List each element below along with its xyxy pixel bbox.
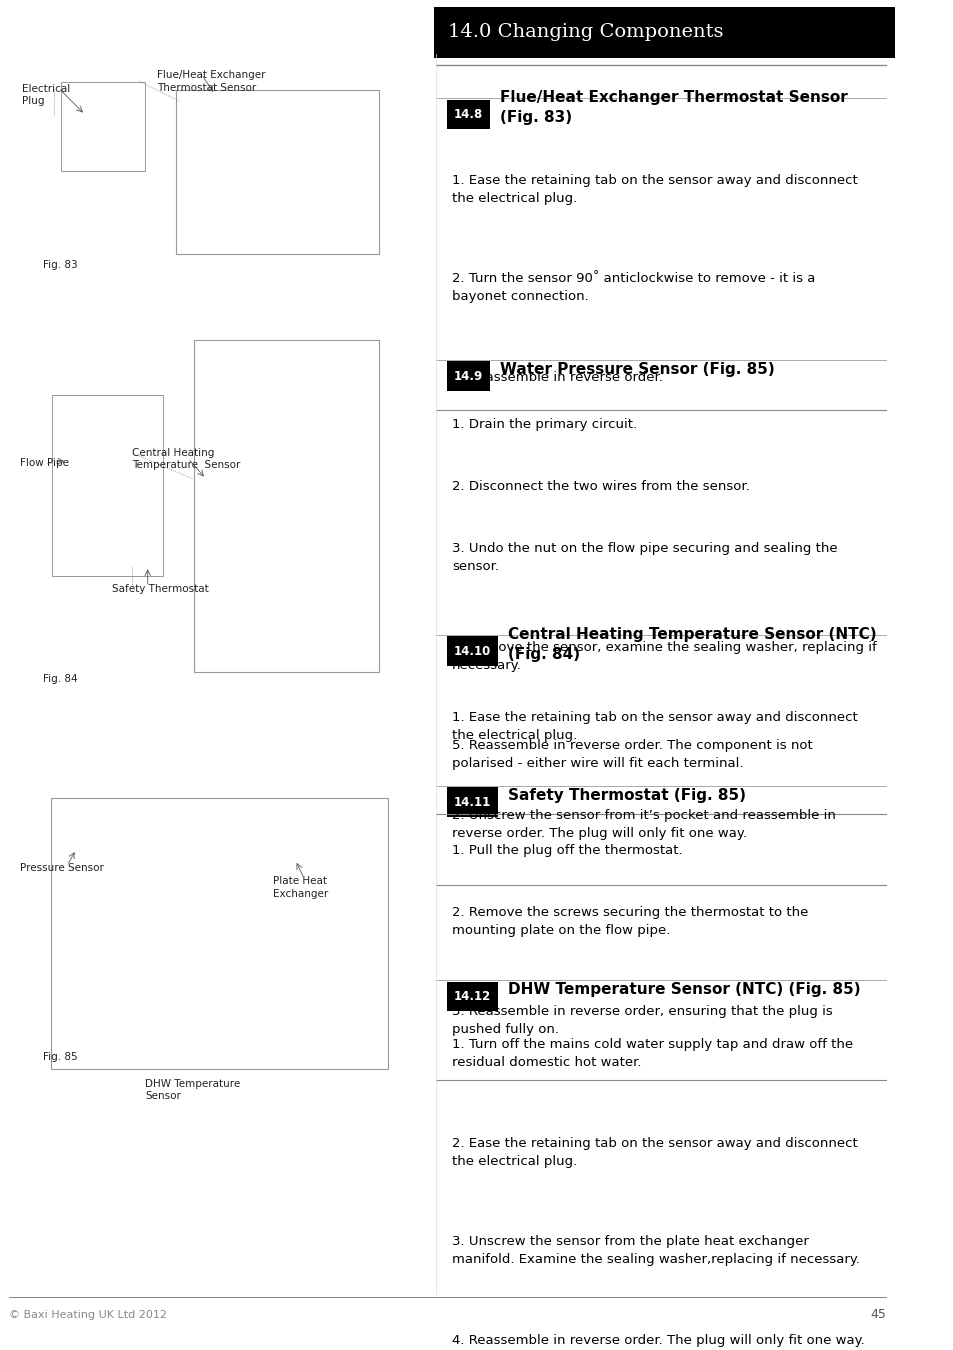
Text: 1. Ease the retaining tab on the sensor away and disconnect
the electrical plug.: 1. Ease the retaining tab on the sensor …: [452, 710, 857, 741]
FancyBboxPatch shape: [446, 362, 489, 391]
Text: 3. Unscrew the sensor from the plate heat exchanger
manifold. Examine the sealin: 3. Unscrew the sensor from the plate hea…: [452, 1235, 860, 1266]
Text: Safety Thermostat (Fig. 85): Safety Thermostat (Fig. 85): [508, 788, 745, 803]
Text: 2. Ease the retaining tab on the sensor away and disconnect
the electrical plug.: 2. Ease the retaining tab on the sensor …: [452, 1137, 857, 1168]
Text: 14.10: 14.10: [453, 645, 491, 657]
Text: 45: 45: [869, 1308, 885, 1322]
Text: 3. Undo the nut on the flow pipe securing and sealing the
sensor.: 3. Undo the nut on the flow pipe securin…: [452, 543, 837, 572]
Text: DHW Temperature Sensor (NTC) (Fig. 85): DHW Temperature Sensor (NTC) (Fig. 85): [508, 983, 861, 998]
FancyBboxPatch shape: [446, 787, 497, 817]
Text: Fig. 85: Fig. 85: [43, 1052, 77, 1062]
Text: Flue/Heat Exchanger
Thermostat Sensor: Flue/Heat Exchanger Thermostat Sensor: [156, 70, 265, 93]
FancyBboxPatch shape: [434, 7, 894, 58]
Text: 2. Turn the sensor 90˚ anticlockwise to remove - it is a
bayonet connection.: 2. Turn the sensor 90˚ anticlockwise to …: [452, 273, 815, 304]
Text: 1. Ease the retaining tab on the sensor away and disconnect
the electrical plug.: 1. Ease the retaining tab on the sensor …: [452, 174, 857, 205]
Text: Electrical
Plug: Electrical Plug: [22, 84, 71, 107]
Text: Pressure Sensor: Pressure Sensor: [20, 863, 104, 873]
Text: Fig. 84: Fig. 84: [43, 674, 77, 684]
Text: 2. Unscrew the sensor from it’s pocket and reassemble in
reverse order. The plug: 2. Unscrew the sensor from it’s pocket a…: [452, 809, 835, 840]
Text: 2. Remove the screws securing the thermostat to the
mounting plate on the flow p: 2. Remove the screws securing the thermo…: [452, 906, 807, 937]
Text: © Baxi Heating UK Ltd 2012: © Baxi Heating UK Ltd 2012: [9, 1310, 167, 1320]
Text: Central Heating Temperature Sensor (NTC)
(Fig. 84): Central Heating Temperature Sensor (NTC)…: [508, 628, 876, 662]
Text: 14.11: 14.11: [453, 795, 491, 809]
Text: 3. Reassemble in reverse order.: 3. Reassemble in reverse order.: [452, 371, 662, 383]
FancyBboxPatch shape: [446, 100, 489, 130]
Text: 1. Turn off the mains cold water supply tap and draw off the
residual domestic h: 1. Turn off the mains cold water supply …: [452, 1038, 852, 1069]
Text: DHW Temperature
Sensor: DHW Temperature Sensor: [145, 1079, 240, 1102]
Text: Central Heating
Temperature  Sensor: Central Heating Temperature Sensor: [132, 448, 240, 470]
Text: 14.12: 14.12: [453, 990, 491, 1003]
Text: Safety Thermostat: Safety Thermostat: [112, 583, 209, 594]
Text: Flow Pipe: Flow Pipe: [20, 459, 69, 468]
Text: Flue/Heat Exchanger Thermostat Sensor
(Fig. 83): Flue/Heat Exchanger Thermostat Sensor (F…: [500, 90, 847, 126]
Text: Fig. 83: Fig. 83: [43, 261, 77, 270]
Text: Plate Heat
Exchanger: Plate Heat Exchanger: [273, 876, 328, 899]
Text: 4. Remove the sensor, examine the sealing washer, replacing if
necessary.: 4. Remove the sensor, examine the sealin…: [452, 640, 876, 671]
Text: 4. Reassemble in reverse order. The plug will only fit one way.: 4. Reassemble in reverse order. The plug…: [452, 1334, 864, 1346]
Text: 2. Disconnect the two wires from the sensor.: 2. Disconnect the two wires from the sen…: [452, 481, 749, 493]
Text: 1. Drain the primary circuit.: 1. Drain the primary circuit.: [452, 418, 637, 431]
FancyBboxPatch shape: [446, 636, 497, 666]
Text: 3. Reassemble in reverse order, ensuring that the plug is
pushed fully on.: 3. Reassemble in reverse order, ensuring…: [452, 1004, 832, 1035]
Text: 5. Reassemble in reverse order. The component is not
polarised - either wire wil: 5. Reassemble in reverse order. The comp…: [452, 738, 812, 769]
Text: 14.0 Changing Components: 14.0 Changing Components: [447, 23, 722, 42]
Text: Water Pressure Sensor (Fig. 85): Water Pressure Sensor (Fig. 85): [500, 362, 775, 377]
Text: 14.9: 14.9: [453, 370, 482, 382]
Text: 1. Pull the plug off the thermostat.: 1. Pull the plug off the thermostat.: [452, 844, 682, 857]
FancyBboxPatch shape: [446, 981, 497, 1011]
Text: 14.8: 14.8: [453, 108, 482, 122]
